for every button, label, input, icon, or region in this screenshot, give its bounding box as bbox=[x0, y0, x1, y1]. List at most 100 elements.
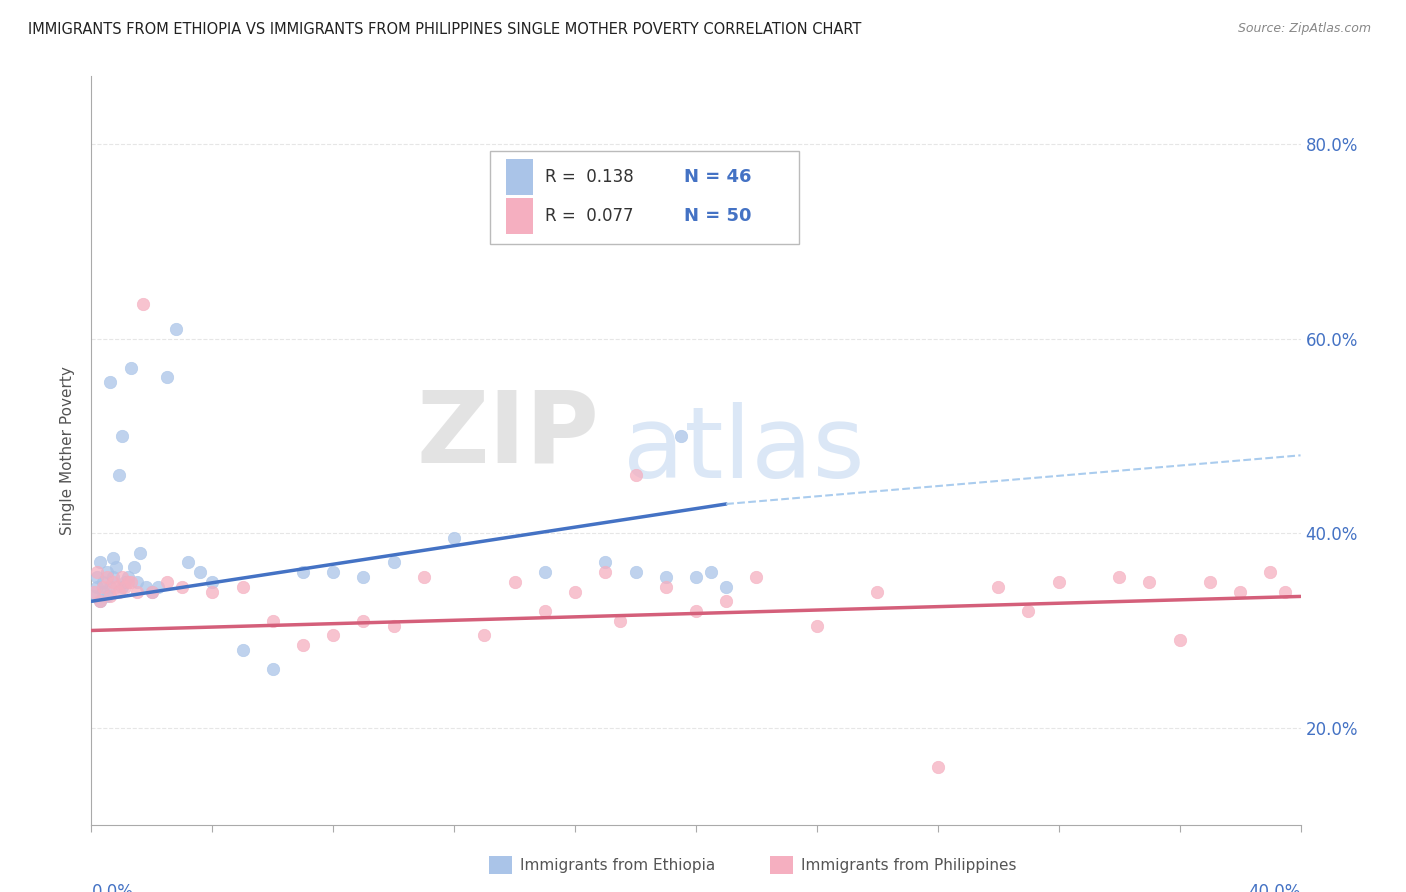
Point bbox=[1047, 574, 1070, 589]
Point bbox=[135, 580, 157, 594]
Text: R =  0.138: R = 0.138 bbox=[544, 168, 634, 186]
Point bbox=[96, 590, 118, 604]
Point bbox=[595, 565, 617, 579]
Point bbox=[1274, 584, 1296, 599]
Point bbox=[533, 565, 555, 579]
Point bbox=[165, 322, 187, 336]
Point bbox=[104, 580, 127, 594]
Point bbox=[101, 550, 124, 565]
Point bbox=[120, 574, 142, 589]
Point bbox=[1198, 574, 1220, 589]
Point bbox=[382, 618, 405, 632]
FancyBboxPatch shape bbox=[491, 151, 799, 244]
Point bbox=[117, 570, 139, 584]
Point bbox=[595, 555, 617, 569]
Point bbox=[806, 618, 828, 632]
Point bbox=[669, 429, 692, 443]
Point bbox=[111, 429, 132, 443]
Point bbox=[177, 555, 200, 569]
Point bbox=[128, 546, 150, 560]
Point bbox=[201, 574, 224, 589]
Point bbox=[292, 565, 315, 579]
Text: 40.0%: 40.0% bbox=[1249, 883, 1301, 892]
Point bbox=[86, 580, 108, 594]
Point bbox=[93, 584, 115, 599]
Y-axis label: Single Mother Poverty: Single Mother Poverty bbox=[60, 366, 76, 535]
Text: N = 50: N = 50 bbox=[683, 207, 751, 225]
Text: atlas: atlas bbox=[623, 402, 865, 499]
Point bbox=[231, 580, 253, 594]
Point bbox=[104, 560, 127, 574]
Text: N = 46: N = 46 bbox=[683, 168, 751, 186]
Point bbox=[609, 614, 631, 628]
Point bbox=[107, 467, 129, 482]
Point bbox=[654, 580, 676, 594]
Point bbox=[413, 570, 436, 584]
Point bbox=[101, 570, 124, 584]
Point bbox=[117, 574, 139, 589]
Point bbox=[122, 560, 145, 574]
Point bbox=[111, 570, 132, 584]
Point bbox=[188, 565, 211, 579]
Point bbox=[83, 590, 105, 604]
Point bbox=[146, 580, 169, 594]
Point bbox=[624, 565, 647, 579]
Point bbox=[866, 584, 889, 599]
Point bbox=[533, 604, 555, 618]
Point bbox=[1018, 604, 1040, 618]
Point bbox=[292, 638, 315, 652]
Point bbox=[120, 360, 142, 375]
Point bbox=[98, 580, 121, 594]
Point bbox=[114, 574, 136, 589]
Point bbox=[96, 565, 118, 579]
Point bbox=[987, 580, 1010, 594]
Point bbox=[564, 584, 586, 599]
Point bbox=[700, 565, 723, 579]
Point bbox=[503, 574, 526, 589]
Text: R =  0.077: R = 0.077 bbox=[544, 207, 633, 225]
Point bbox=[201, 584, 224, 599]
Point bbox=[125, 584, 148, 599]
Point bbox=[98, 376, 121, 390]
Point bbox=[111, 580, 132, 594]
Point bbox=[156, 370, 179, 384]
Point bbox=[685, 604, 707, 618]
Point bbox=[89, 594, 111, 608]
Point bbox=[86, 570, 108, 584]
Point bbox=[156, 574, 179, 589]
Point bbox=[231, 643, 253, 657]
Point bbox=[114, 580, 136, 594]
Text: Immigrants from Philippines: Immigrants from Philippines bbox=[801, 858, 1017, 872]
Text: IMMIGRANTS FROM ETHIOPIA VS IMMIGRANTS FROM PHILIPPINES SINGLE MOTHER POVERTY CO: IMMIGRANTS FROM ETHIOPIA VS IMMIGRANTS F… bbox=[28, 22, 862, 37]
Point bbox=[172, 580, 194, 594]
Point bbox=[745, 570, 768, 584]
Point bbox=[927, 760, 949, 774]
Point bbox=[141, 584, 163, 599]
Point bbox=[443, 531, 465, 545]
Bar bbox=[506, 198, 533, 234]
Point bbox=[101, 574, 124, 589]
Text: 0.0%: 0.0% bbox=[91, 883, 134, 892]
Point bbox=[352, 614, 374, 628]
Point bbox=[714, 580, 737, 594]
Point bbox=[1260, 565, 1282, 579]
Point bbox=[322, 628, 344, 642]
Point bbox=[262, 662, 284, 676]
Text: Source: ZipAtlas.com: Source: ZipAtlas.com bbox=[1237, 22, 1371, 36]
Point bbox=[1108, 570, 1130, 584]
Point bbox=[107, 584, 129, 599]
Point bbox=[654, 570, 676, 584]
Point bbox=[382, 555, 405, 569]
Point bbox=[1229, 584, 1251, 599]
Point bbox=[352, 570, 374, 584]
Point bbox=[685, 570, 707, 584]
Point bbox=[132, 297, 155, 311]
Point bbox=[83, 584, 105, 599]
Text: ZIP: ZIP bbox=[416, 387, 599, 484]
Point bbox=[89, 594, 111, 608]
Point bbox=[93, 580, 115, 594]
Point bbox=[89, 555, 111, 569]
Point bbox=[96, 570, 118, 584]
Point bbox=[1168, 633, 1191, 648]
Point bbox=[262, 614, 284, 628]
